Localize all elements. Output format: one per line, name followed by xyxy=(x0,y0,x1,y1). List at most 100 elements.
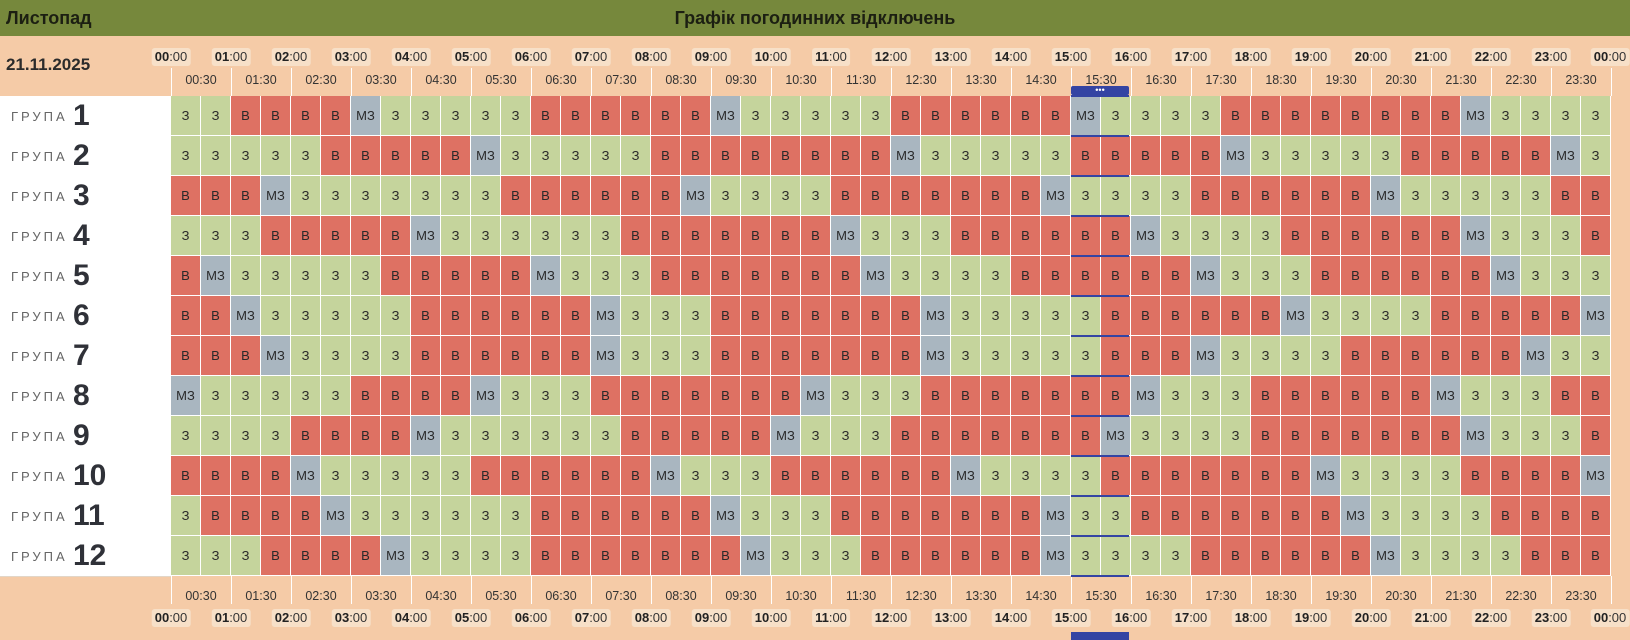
schedule-cell: В xyxy=(441,296,471,336)
schedule-cell: В xyxy=(651,376,681,416)
schedule-cell: В xyxy=(1041,96,1071,136)
schedule-cell: З xyxy=(1071,336,1101,376)
schedule-cell: В xyxy=(891,456,921,496)
half-hour-label: 04:30 xyxy=(425,73,457,87)
hour-tick xyxy=(771,576,772,604)
current-time-line xyxy=(1071,335,1129,337)
schedule-cell: З xyxy=(1131,536,1161,576)
schedule-cell: В xyxy=(1071,256,1101,296)
schedule-cell: З xyxy=(921,216,951,256)
hour-tick xyxy=(411,68,412,96)
schedule-cell: З xyxy=(531,216,561,256)
schedule-cell: В xyxy=(741,416,771,456)
hour-value: 05 xyxy=(454,610,470,625)
schedule-cell: В xyxy=(1011,376,1041,416)
schedule-cell: В xyxy=(501,296,531,336)
schedule-cell: В xyxy=(1131,456,1161,496)
minute-value: :00 xyxy=(1429,610,1448,625)
hour-label: 13:00 xyxy=(931,609,971,627)
schedule-cell: З xyxy=(801,496,831,536)
group-row-label: ГРУПА 3 xyxy=(0,176,171,217)
schedule-cell: В xyxy=(1011,416,1041,456)
minute-value: :00 xyxy=(1189,49,1208,64)
schedule-cell: В xyxy=(1311,256,1341,296)
schedule-cell: В xyxy=(1461,456,1491,496)
hour-tick xyxy=(1491,68,1492,96)
schedule-cell: В xyxy=(381,256,411,296)
schedule-cell: В xyxy=(981,376,1011,416)
schedule-cell: В xyxy=(651,536,681,576)
hour-tick xyxy=(1011,576,1012,604)
minute-value: :00 xyxy=(1489,610,1508,625)
schedule-cell: В xyxy=(831,256,861,296)
group-number: 10 xyxy=(73,459,107,492)
schedule-cell: В xyxy=(591,376,621,416)
schedule-cell: З xyxy=(471,536,501,576)
schedule-cell: В xyxy=(591,176,621,216)
schedule-cell: В xyxy=(1251,496,1281,536)
schedule-cell: В xyxy=(201,296,231,336)
schedule-cell: З xyxy=(201,536,231,576)
schedule-cell: В xyxy=(951,376,981,416)
schedule-cell: В xyxy=(681,496,711,536)
schedule-cell: В xyxy=(1311,416,1341,456)
half-hour-label: 21:30 xyxy=(1445,589,1477,603)
group-row-label: ГРУПА 5 xyxy=(0,256,171,297)
half-hour-label: 00:30 xyxy=(185,73,217,87)
hour-tick xyxy=(891,576,892,604)
schedule-cell: З xyxy=(1401,176,1431,216)
minute-value: :00 xyxy=(1129,610,1148,625)
hour-value: 04 xyxy=(394,49,410,64)
schedule-cell: МЗ xyxy=(801,376,831,416)
group-word: ГРУПА xyxy=(11,349,68,364)
group-word: ГРУПА xyxy=(11,309,68,324)
minute-value: :00 xyxy=(828,49,847,64)
schedule-cell: З xyxy=(1191,416,1221,456)
schedule-cell: З xyxy=(351,496,381,536)
schedule-cell: МЗ xyxy=(471,376,501,416)
schedule-cell: З xyxy=(711,176,741,216)
hour-tick xyxy=(831,68,832,96)
hour-label: 23:00 xyxy=(1531,48,1571,66)
schedule-cell: В xyxy=(231,336,261,376)
hour-tick xyxy=(171,576,172,604)
schedule-cell: З xyxy=(1041,296,1071,336)
hour-label: 10:00 xyxy=(751,609,791,627)
schedule-cell: В xyxy=(1371,336,1401,376)
schedule-cell: МЗ xyxy=(1041,496,1071,536)
schedule-cell: В xyxy=(711,336,741,376)
hour-value: 17 xyxy=(1174,610,1190,625)
schedule-cell: З xyxy=(591,136,621,176)
schedule-cell: В xyxy=(771,336,801,376)
schedule-cell: З xyxy=(771,536,801,576)
schedule-cell: З xyxy=(801,176,831,216)
schedule-cell: МЗ xyxy=(1371,536,1401,576)
group-row-label: ГРУПА 2 xyxy=(0,136,171,177)
schedule-cell: З xyxy=(741,96,771,136)
schedule-cell: З xyxy=(411,496,441,536)
schedule-cell: В xyxy=(711,136,741,176)
schedule-cell: З xyxy=(621,136,651,176)
schedule-cell: В xyxy=(1431,216,1461,256)
schedule-cell: З xyxy=(1581,136,1611,176)
schedule-cell: З xyxy=(171,496,201,536)
schedule-cell: В xyxy=(1191,496,1221,536)
schedule-cell: В xyxy=(471,336,501,376)
schedule-cell: В xyxy=(1341,256,1371,296)
hour-label: 09:00 xyxy=(691,48,731,66)
schedule-cell: В xyxy=(1221,456,1251,496)
schedule-cell: МЗ xyxy=(1041,536,1071,576)
schedule-cell: В xyxy=(921,456,951,496)
schedule-cell: З xyxy=(291,376,321,416)
schedule-cell: В xyxy=(1311,496,1341,536)
schedule-cell: З xyxy=(1341,136,1371,176)
group-number: 7 xyxy=(73,339,90,372)
schedule-cell: З xyxy=(1581,256,1611,296)
schedule-cell: З xyxy=(1281,256,1311,296)
schedule-cell: В xyxy=(621,456,651,496)
hour-label: 01:00 xyxy=(211,48,251,66)
schedule-cell: З xyxy=(861,416,891,456)
schedule-cell: З xyxy=(291,256,321,296)
hour-label: 19:00 xyxy=(1291,609,1331,627)
schedule-cell: В xyxy=(1341,376,1371,416)
